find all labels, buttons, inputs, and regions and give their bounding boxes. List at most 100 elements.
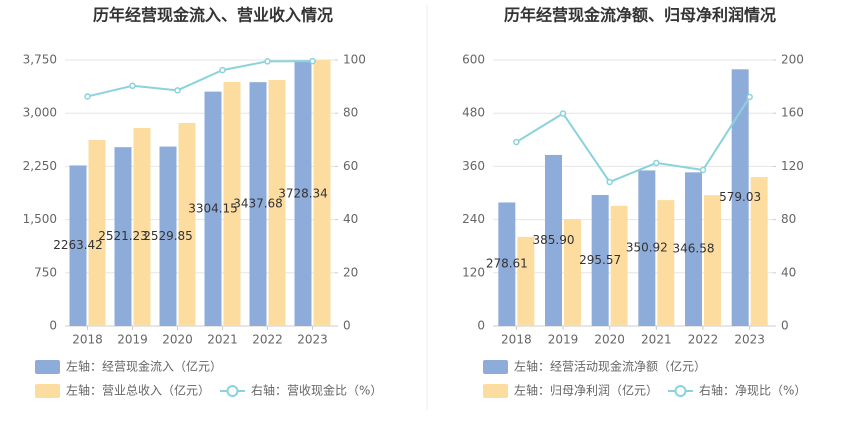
legend-label: 左轴：营业总收入（亿元） <box>66 383 210 398</box>
line-point <box>606 178 613 186</box>
y-tick-label: 360 <box>462 159 485 173</box>
bar <box>517 236 535 326</box>
y-tick-label: 3,750 <box>23 53 57 67</box>
value-label: 3437.68 <box>233 197 283 211</box>
y2-tick-label: 0 <box>343 319 351 333</box>
legend-swatch <box>35 384 60 398</box>
y2-tick-label: 120 <box>781 159 804 173</box>
y2-tick-label: 80 <box>781 212 796 226</box>
bar <box>591 194 609 326</box>
value-label: 3304.15 <box>188 201 238 215</box>
bar <box>249 82 267 326</box>
bar <box>610 205 628 326</box>
x-tick-label: 2021 <box>207 333 238 347</box>
bar <box>88 140 106 326</box>
y-tick-label: 0 <box>477 319 485 333</box>
x-tick-label: 2020 <box>594 333 625 347</box>
value-label: 295.57 <box>579 253 621 267</box>
y2-tick-label: 40 <box>781 265 796 279</box>
bar <box>638 170 656 326</box>
chart-title: 历年经营现金流净额、归母净利润情况 <box>504 6 776 25</box>
legend-label: 左轴：经营现金流入（亿元） <box>66 359 222 374</box>
value-label: 385.90 <box>533 233 575 247</box>
bar <box>204 91 222 326</box>
x-tick-label: 2023 <box>734 333 765 347</box>
x-tick-label: 2023 <box>297 333 328 347</box>
y-tick-label: 480 <box>462 106 485 120</box>
bar <box>545 154 562 326</box>
legend-label: 左轴：归母净利润（亿元） <box>514 383 658 398</box>
y-tick-label: 0 <box>49 319 57 333</box>
bar <box>114 147 132 326</box>
x-tick-label: 2020 <box>162 333 193 347</box>
y2-tick-label: 20 <box>343 265 358 279</box>
value-label: 3728.34 <box>278 186 328 200</box>
legend-label: 右轴：净现比（%） <box>699 383 806 398</box>
line-point <box>219 66 226 74</box>
y2-tick-label: 200 <box>781 53 804 67</box>
y2-tick-label: 60 <box>343 159 358 173</box>
line-point <box>653 159 660 167</box>
line-point <box>309 57 316 65</box>
bar <box>133 128 151 326</box>
y2-tick-label: 40 <box>343 212 358 226</box>
y-tick-label: 600 <box>462 53 485 67</box>
bar <box>178 122 196 326</box>
y2-tick-label: 0 <box>781 319 789 333</box>
bar <box>685 172 702 326</box>
chart-title: 历年经营现金流入、营业收入情况 <box>93 6 333 25</box>
x-tick-label: 2018 <box>501 333 532 347</box>
x-tick-label: 2022 <box>252 333 283 347</box>
value-label: 2521.23 <box>98 229 148 243</box>
bar <box>498 202 516 326</box>
legend-swatch <box>35 360 60 374</box>
y-tick-label: 240 <box>462 212 485 226</box>
bar <box>313 60 331 326</box>
line-point <box>174 87 181 94</box>
line <box>515 96 751 184</box>
value-label: 2263.42 <box>53 238 103 252</box>
legend-swatch <box>483 360 508 374</box>
value-label: 579.03 <box>719 190 761 204</box>
x-tick-label: 2021 <box>641 333 672 347</box>
y-tick-label: 750 <box>34 265 57 279</box>
bar <box>657 200 675 326</box>
bar <box>731 69 749 327</box>
value-label: 346.58 <box>673 242 715 256</box>
bar <box>223 81 241 326</box>
bar <box>268 80 286 326</box>
bar <box>750 177 768 326</box>
line-point <box>746 93 753 101</box>
line-point <box>84 93 91 100</box>
legend-label: 右轴：营收现金比（%） <box>251 383 382 398</box>
y-tick-label: 3,000 <box>23 106 57 120</box>
bar <box>294 61 312 327</box>
y-tick-label: 120 <box>462 265 485 279</box>
bar <box>69 165 87 326</box>
y-tick-label: 2,250 <box>23 159 57 173</box>
y-tick-label: 1,500 <box>23 212 57 226</box>
legend-swatch <box>226 385 239 397</box>
y2-tick-label: 160 <box>781 106 804 120</box>
y2-tick-label: 80 <box>343 106 358 120</box>
line-point <box>699 166 707 174</box>
value-label: 278.61 <box>486 257 528 271</box>
line <box>87 60 313 98</box>
line-point <box>129 82 136 90</box>
bar <box>159 146 177 326</box>
x-tick-label: 2019 <box>548 333 579 347</box>
legend-swatch <box>483 384 508 398</box>
line-point <box>513 138 520 146</box>
line-point <box>264 58 271 65</box>
bar <box>564 219 581 326</box>
x-tick-label: 2019 <box>117 333 148 347</box>
value-label: 2529.85 <box>143 229 193 243</box>
x-tick-label: 2022 <box>688 333 719 347</box>
bar <box>704 195 721 326</box>
x-tick-label: 2018 <box>72 333 103 347</box>
legend-swatch <box>674 385 687 397</box>
y2-tick-label: 100 <box>343 53 366 67</box>
value-label: 350.92 <box>626 241 668 255</box>
line-point <box>559 110 567 117</box>
